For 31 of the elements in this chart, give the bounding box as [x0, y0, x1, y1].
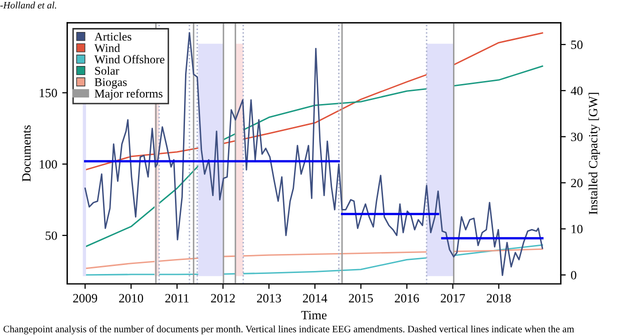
x-tick-label: 2014 — [302, 294, 328, 302]
y-tick-label: 50 — [46, 231, 57, 240]
legend-label: Solar — [95, 66, 120, 75]
x-tick-label: 2015 — [348, 294, 373, 302]
y-tick-label: 150 — [40, 88, 57, 98]
legend-label: Wind — [94, 44, 120, 52]
y2-tick-label: 10 — [572, 224, 583, 234]
y-tick-label: 100 — [40, 160, 57, 169]
y2-tick-label: 50 — [571, 40, 583, 49]
x-tick-label: 2018 — [486, 294, 511, 302]
text: Changepoint analysis of the number of documents per month. Vertical lines indicate EEG amendments. Dashed vertical lines indicate when the am — [4, 325, 574, 334]
x-tick-label: 2017 — [440, 294, 465, 302]
x-axis-title: Time — [301, 310, 327, 320]
x-tick-label: 2009 — [73, 294, 98, 302]
x-tick-label: 2010 — [119, 294, 144, 302]
ref-line-label: Major reforms — [94, 89, 162, 100]
y2-tick-label: 40 — [570, 86, 583, 96]
y2-tick-label: 0 — [571, 270, 576, 280]
legend-label: Biogas — [94, 78, 127, 89]
x-tick-label: 2012 — [211, 294, 235, 302]
legend-label: Wind Offshore — [94, 54, 164, 64]
y2-axis-title: Installed Capacity [GW] — [588, 92, 600, 214]
y-axis-title: Documents — [22, 125, 31, 182]
y2-tick-label: 20 — [571, 178, 583, 188]
text: -Holland et al. — [0, 2, 56, 9]
x-tick-label: 2013 — [257, 294, 281, 302]
x-tick-label: 2016 — [394, 294, 419, 302]
legend-label: Articles — [94, 32, 132, 41]
line-series — [84, 32, 544, 276]
x-tick-label: 2011 — [165, 294, 189, 302]
y2-tick-label: 30 — [571, 132, 583, 142]
